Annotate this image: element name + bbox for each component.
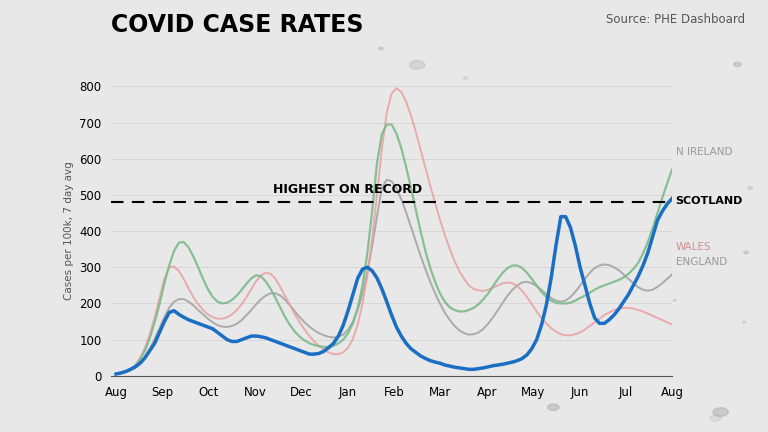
Text: WALES: WALES [676,242,711,252]
Text: ENGLAND: ENGLAND [676,257,727,267]
Text: COVID CASE RATES: COVID CASE RATES [111,13,364,37]
Text: Source: PHE Dashboard: Source: PHE Dashboard [606,13,745,26]
Y-axis label: Cases per 100k, 7 day avg: Cases per 100k, 7 day avg [64,162,74,301]
Text: SCOTLAND: SCOTLAND [676,197,743,206]
Text: HIGHEST ON RECORD: HIGHEST ON RECORD [273,183,422,196]
Text: N IRELAND: N IRELAND [676,146,732,156]
